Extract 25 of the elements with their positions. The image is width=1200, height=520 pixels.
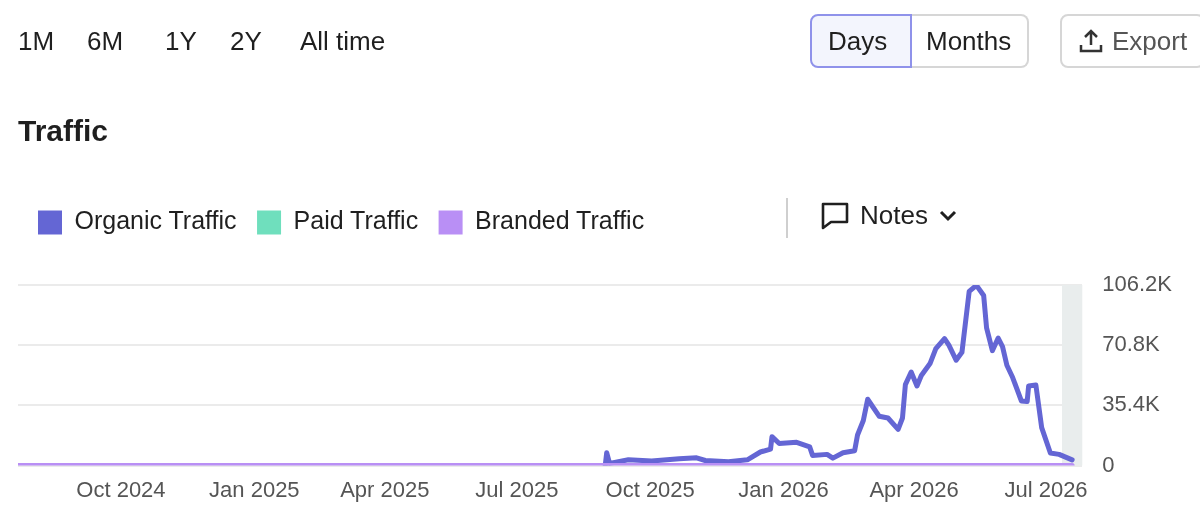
y-tick-label: 106.2K [1102,271,1173,297]
y-tick-label: 35.4K [1102,391,1161,417]
legend-label: Paid Traffic [293,206,419,235]
text: Notes [860,200,928,231]
text: All time [300,26,386,57]
x-tick-label: Jul 2026 [1004,476,1088,502]
text: 2Y [230,26,262,57]
x-tick-label: Jan 2026 [738,476,829,502]
x-tick-label: Oct 2024 [76,476,166,502]
text: 1Y [165,26,197,57]
x-tick-label: Jan 2025 [209,476,300,502]
legend-label: Organic Traffic [74,206,237,235]
chart-title: Traffic [18,114,109,148]
text: Days [810,14,912,68]
text: Months [910,14,1030,68]
text: Export [1112,25,1188,58]
x-tick-label: Jul 2025 [475,476,559,502]
x-tick-label: Oct 2025 [605,476,695,502]
y-tick-label: 70.8K [1102,331,1161,357]
y-tick-label: 0 [1102,451,1115,477]
legend-label: Branded Traffic [475,206,645,235]
text: 6M [87,26,124,57]
x-tick-label: Apr 2025 [340,476,430,502]
x-tick-label: Apr 2026 [869,476,959,502]
text: 1M [18,26,55,57]
